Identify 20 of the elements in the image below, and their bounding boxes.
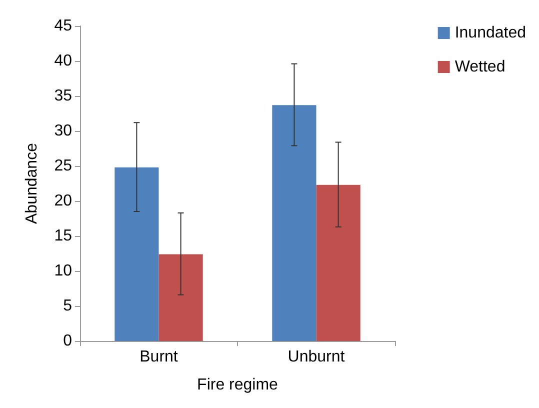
y-tick-label: 35 — [54, 88, 72, 104]
bar — [114, 167, 159, 341]
y-axis-title: Abundance — [24, 142, 40, 224]
x-tick-label: Burnt — [140, 348, 178, 366]
bar — [272, 105, 316, 341]
x-axis-title: Fire regime — [197, 376, 278, 394]
y-tick-label: 30 — [54, 122, 72, 140]
y-tick-label: 45 — [54, 18, 72, 34]
y-tick-label: 5 — [63, 298, 72, 314]
y-tick-label: 25 — [54, 158, 72, 174]
bar — [158, 254, 203, 341]
bar — [316, 184, 360, 341]
y-tick-label: 40 — [54, 52, 72, 70]
y-tick-label: 10 — [54, 262, 72, 280]
legend-label: Inundated — [454, 24, 526, 42]
y-tick-label: 0 — [63, 332, 72, 350]
legend-label: Wetted — [454, 58, 506, 76]
y-tick-label: 20 — [54, 192, 72, 210]
y-tick-label: 15 — [54, 228, 72, 244]
x-tick-label: Unburnt — [288, 348, 346, 366]
